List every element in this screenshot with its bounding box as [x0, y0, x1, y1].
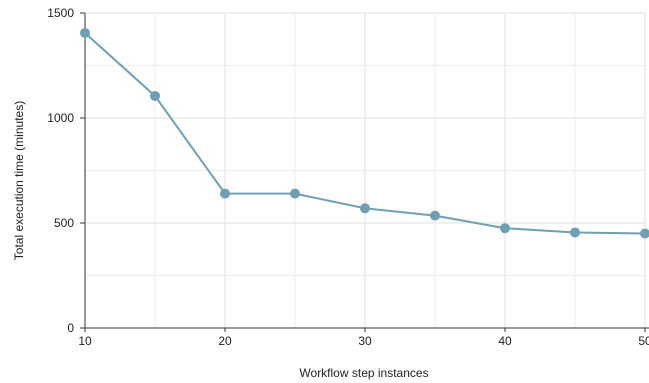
data-point[interactable] [500, 223, 510, 234]
x-tick-label: 30 [358, 334, 372, 348]
x-axis-title: Workflow step instances [299, 366, 428, 380]
x-tick-label: 10 [78, 334, 92, 348]
data-point[interactable] [150, 90, 160, 101]
data-point[interactable] [570, 227, 580, 238]
x-tick-label: 40 [498, 334, 512, 348]
y-tick-label: 1000 [47, 111, 74, 125]
x-tick-label: 50 [638, 334, 649, 348]
data-point[interactable] [430, 210, 440, 221]
data-point[interactable] [80, 27, 90, 38]
data-point[interactable] [290, 188, 300, 199]
data-point[interactable] [220, 188, 230, 199]
y-tick-label: 1500 [47, 6, 74, 20]
axes [80, 12, 649, 332]
data-point[interactable] [640, 228, 649, 239]
y-tick-label: 0 [67, 321, 74, 335]
data-point[interactable] [360, 203, 370, 214]
x-tick-label: 20 [218, 334, 232, 348]
y-axis-title: Total execution time (minutes) [12, 101, 26, 260]
series [80, 27, 649, 239]
grid [84, 12, 646, 329]
y-tick-label: 500 [54, 216, 74, 230]
